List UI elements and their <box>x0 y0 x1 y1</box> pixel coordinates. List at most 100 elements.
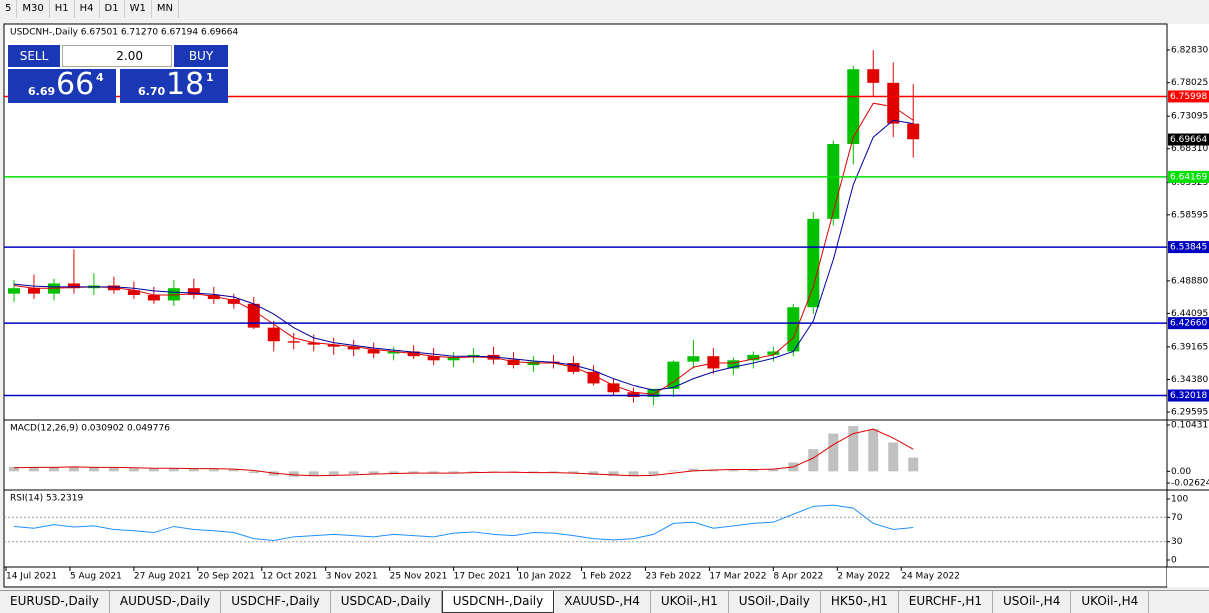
chart-frame <box>3 23 1168 588</box>
macd-bar <box>188 468 199 472</box>
macd-bar <box>808 449 819 472</box>
y-tick-label: 6.39165 <box>1171 342 1208 352</box>
macd-bar <box>228 469 239 472</box>
symbol-tab[interactable]: AUDUSD-,Daily <box>110 591 222 613</box>
macd-bar <box>68 466 79 472</box>
chart: USDCNH-,Daily 6.67501 6.71270 6.67194 6.… <box>3 23 1209 588</box>
macd-bar <box>568 471 579 474</box>
symbol-tab[interactable]: USOil-,Daily <box>729 591 821 613</box>
timeframe-button[interactable]: D1 <box>100 0 125 18</box>
macd-bar <box>628 471 639 477</box>
macd-bar <box>888 442 899 472</box>
timeframe-button[interactable]: H1 <box>50 0 75 18</box>
candle-body <box>647 388 660 398</box>
candle-body <box>227 299 240 304</box>
macd-bar <box>108 467 119 472</box>
bid-box[interactable]: 6.69 66 4 <box>8 67 116 103</box>
candle-body <box>287 341 300 343</box>
sell-button[interactable]: SELL <box>8 45 60 67</box>
symbol-tab[interactable]: USDCNH-,Daily <box>441 591 555 613</box>
symbol-tab[interactable]: HK50-,H1 <box>821 591 899 613</box>
timeframe-button[interactable]: H4 <box>75 0 100 18</box>
candle-body <box>627 392 640 398</box>
macd-bar <box>908 457 919 472</box>
timeframe-button[interactable]: 5 <box>0 0 18 18</box>
current-price-label: 6.69664 <box>1170 135 1207 145</box>
candle-body <box>427 356 440 361</box>
symbol-tab[interactable]: USDCAD-,Daily <box>331 591 442 613</box>
x-tick-label: 25 Nov 2021 <box>390 572 448 582</box>
panel-title: USDCNH-,Daily 6.67501 6.71270 6.67194 6.… <box>10 28 238 38</box>
x-tick-label: 5 Aug 2021 <box>70 572 122 582</box>
candle-body <box>767 351 780 355</box>
candle-body <box>387 351 400 354</box>
moving-average <box>13 102 914 395</box>
macd-bar <box>308 471 319 476</box>
level-label: 6.42660 <box>1170 319 1207 329</box>
x-tick-label: 20 Sep 2021 <box>198 572 255 582</box>
macd-bar <box>648 471 659 475</box>
y-tick-label: 6.48880 <box>1171 276 1208 286</box>
x-tick-label: 10 Jan 2022 <box>518 572 572 582</box>
ask-big: 18 <box>166 67 205 102</box>
macd-bar <box>868 429 879 472</box>
y-tick-label: 6.44095 <box>1171 309 1208 319</box>
macd-bar <box>148 468 159 472</box>
candle-body <box>67 283 80 289</box>
trade-panel: SELL 2.00 BUY 6.69 66 4 6.70 18 1 <box>8 45 228 103</box>
candle-body <box>187 288 200 296</box>
candle-body <box>207 295 220 300</box>
candle-body <box>327 344 340 347</box>
symbol-tab[interactable]: USDCHF-,Daily <box>221 591 331 613</box>
macd-bar <box>428 471 439 474</box>
level-label-box <box>1168 90 1209 103</box>
macd-bar <box>408 471 419 474</box>
symbol-tab[interactable]: EURUSD-,Daily <box>0 591 110 613</box>
macd-bar <box>368 471 379 474</box>
y-tick-label: 0 <box>1171 556 1177 566</box>
candle-body <box>667 361 680 389</box>
x-tick-label: 24 May 2022 <box>901 572 960 582</box>
macd-bar <box>348 471 359 475</box>
macd-bar <box>388 471 399 474</box>
panel-title: MACD(12,26,9) 0.030902 0.049776 <box>10 424 170 434</box>
level-label-box <box>1168 317 1209 330</box>
y-tick-label: 0.104313 <box>1171 421 1209 431</box>
macd-bar <box>168 468 179 472</box>
macd-signal <box>13 428 914 477</box>
macd-bar <box>848 426 859 472</box>
symbol-tab[interactable]: UKOil-,H1 <box>651 591 729 613</box>
y-tick-label: 6.29595 <box>1171 408 1208 418</box>
ask-sup: 1 <box>206 71 214 84</box>
macd-bar <box>608 471 619 476</box>
level-label-box <box>1168 241 1209 254</box>
macd-bar <box>588 471 599 475</box>
symbol-tab[interactable]: XAUUSD-,H4 <box>554 591 651 613</box>
level-label: 6.32018 <box>1170 391 1207 401</box>
timeframe-button[interactable]: M30 <box>17 0 50 18</box>
macd-bar <box>528 471 539 473</box>
lots-input[interactable]: 2.00 <box>62 45 172 67</box>
x-tick-label: 8 Apr 2022 <box>773 572 823 582</box>
symbol-tab[interactable]: EURCHF-,H1 <box>899 591 994 613</box>
candle-body <box>887 82 900 124</box>
candle-body <box>447 357 460 361</box>
buy-button[interactable]: BUY <box>174 45 228 67</box>
rsi-line <box>13 504 914 541</box>
macd-bar <box>128 468 139 472</box>
ask-box[interactable]: 6.70 18 1 <box>120 67 228 103</box>
timeframe-button[interactable]: MN <box>152 0 179 18</box>
macd-bar <box>448 471 459 473</box>
macd-bar <box>328 471 339 475</box>
macd-bar <box>768 468 779 472</box>
symbol-tab[interactable]: USOil-,H4 <box>993 591 1072 613</box>
bid-sup: 4 <box>96 71 104 84</box>
candle-body <box>827 144 840 219</box>
macd-bar <box>48 466 59 472</box>
macd-bar <box>668 470 679 472</box>
symbol-tab[interactable]: UKOil-,H4 <box>1071 591 1150 613</box>
timeframe-button[interactable]: W1 <box>125 0 152 18</box>
macd-bar <box>548 471 559 473</box>
ask-prefix: 6.70 <box>138 85 166 98</box>
